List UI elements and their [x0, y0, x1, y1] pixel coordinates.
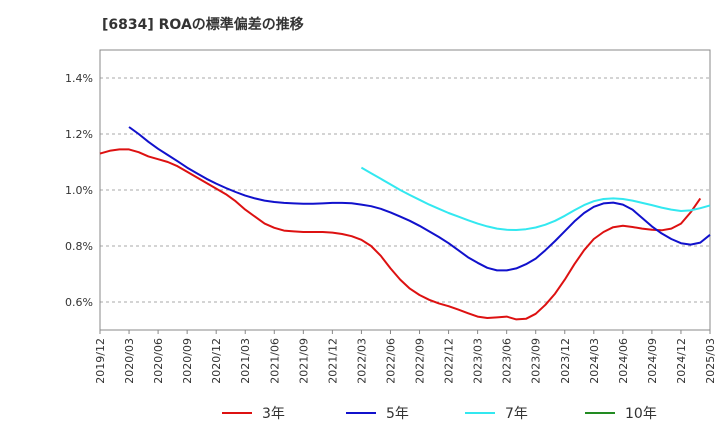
legend-label-3: 10年: [625, 406, 657, 422]
x-tick-label: 2021/09: [297, 338, 310, 384]
x-tick-label: 2023/09: [530, 338, 543, 384]
chart-title: [6834] ROAの標準偏差の推移: [102, 17, 304, 33]
x-tick-label: 2020/09: [181, 338, 194, 384]
x-tick-label: 2024/12: [675, 338, 688, 384]
x-tick-label: 2024/06: [617, 338, 630, 384]
x-tick-label: 2020/03: [123, 338, 136, 384]
x-tick-label: 2023/03: [472, 338, 485, 384]
x-tick-label: 2021/06: [268, 338, 281, 384]
x-tick-label: 2025/03: [704, 338, 717, 384]
x-tick-label: 2020/12: [210, 338, 223, 384]
series-layer: [99, 126, 711, 321]
plot-frame: [99, 49, 711, 331]
x-tick-label: 2021/12: [326, 338, 339, 384]
series-line-2: [360, 166, 711, 231]
x-tick-label: 2021/03: [239, 338, 252, 384]
axis-layer: 0.6% 0.8% 1.0% 1.2% 1.4% 2019/12 2020/03 2020/0…: [65, 49, 717, 384]
grid-layer: [100, 77, 710, 303]
x-tick-label: 2020/06: [152, 338, 165, 384]
x-tick-label: 2022/03: [355, 338, 368, 384]
y-tick-label: 1.2%: [65, 128, 93, 141]
x-tick-label: 2022/06: [384, 338, 397, 384]
legend-layer: 3年 5年 7年 10年: [222, 406, 657, 422]
series-line-1: [128, 126, 711, 272]
x-tick-label: 2024/09: [646, 338, 659, 384]
x-tick-label: 2019/12: [94, 338, 107, 384]
y-tick-label: 1.0%: [65, 184, 93, 197]
legend-label-0: 3年: [262, 406, 285, 422]
legend-label-1: 5年: [386, 406, 409, 422]
series-line-0: [99, 148, 702, 321]
x-tick-label: 2022/12: [443, 338, 456, 384]
y-tick-label: 0.8%: [65, 240, 93, 253]
y-tick-label: 1.4%: [65, 72, 93, 85]
x-tick-label: 2023/06: [501, 338, 514, 384]
x-tick-label: 2023/12: [559, 338, 572, 384]
x-tick-label: 2024/03: [588, 338, 601, 384]
x-tick-label: 2022/09: [414, 338, 427, 384]
y-tick-label: 0.6%: [65, 296, 93, 309]
legend-label-2: 7年: [505, 406, 528, 422]
